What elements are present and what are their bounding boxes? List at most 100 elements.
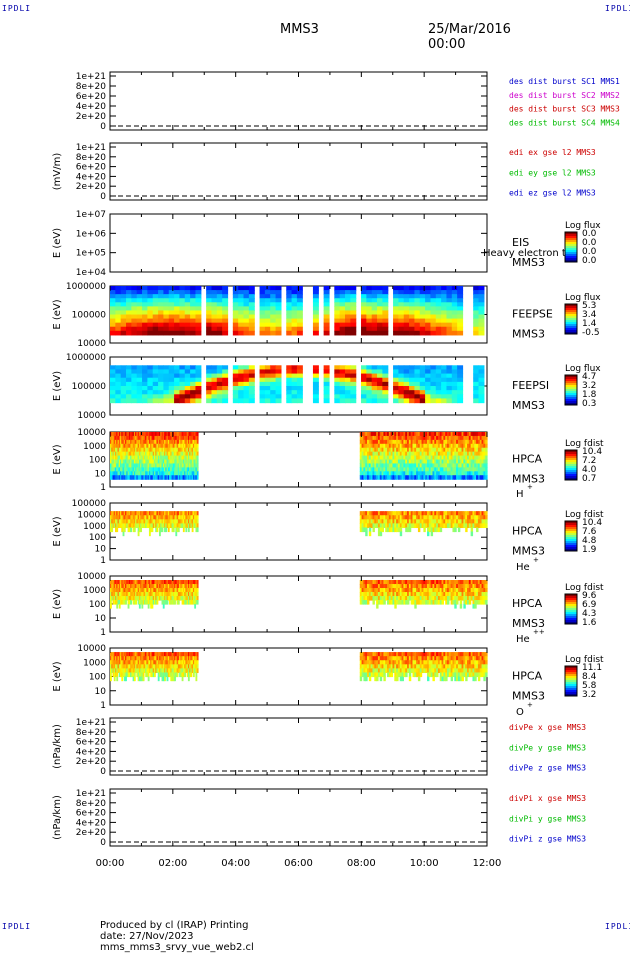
spectrogram-cell-p4 bbox=[473, 290, 479, 295]
spectrogram-cell-p5 bbox=[425, 365, 431, 370]
spectrogram-cell-p4 bbox=[286, 294, 292, 299]
spectrogram-cell-p4 bbox=[441, 298, 447, 303]
spectrogram-cell-p4 bbox=[158, 302, 164, 307]
spectrogram-cell-p5 bbox=[420, 390, 426, 395]
spectrogram-cell-p4 bbox=[297, 331, 303, 336]
spectrogram-cell-p5 bbox=[238, 386, 244, 391]
spectrogram-cell-p5 bbox=[441, 386, 447, 391]
spectrogram-cell-p4 bbox=[115, 310, 121, 315]
spectrogram-cell-p5 bbox=[297, 369, 303, 374]
spectrogram-cell-p4 bbox=[211, 327, 217, 332]
spectrogram-cell-p4 bbox=[147, 310, 153, 315]
spectrogram-cell-p4 bbox=[153, 298, 159, 303]
spectrogram-cell-p4 bbox=[249, 290, 255, 295]
spectrogram-cell-p5 bbox=[249, 390, 255, 395]
spectrogram-cell-p4 bbox=[473, 331, 479, 336]
spectrogram-cell-p5 bbox=[441, 382, 447, 387]
spectrogram-cell-p4 bbox=[249, 286, 255, 291]
spectrogram-cell-p4 bbox=[425, 286, 431, 291]
spectrogram-cell-p5 bbox=[340, 365, 346, 370]
spectrogram-cell-p4 bbox=[334, 319, 340, 324]
spectrogram-cell-p4 bbox=[276, 323, 282, 328]
spectrogram-cell-p4 bbox=[244, 306, 250, 311]
spectrogram-cell-p5 bbox=[404, 382, 410, 387]
spectrogram-cell-p4 bbox=[345, 306, 351, 311]
spectrogram-cell-p5 bbox=[217, 374, 223, 379]
spectrogram-cell-p5 bbox=[190, 378, 196, 383]
spectrogram-cell-p5 bbox=[211, 369, 217, 374]
spectrogram-cell-p5 bbox=[340, 374, 346, 379]
spectrogram-cell-p5 bbox=[479, 394, 485, 399]
spectrogram-cell-p5 bbox=[340, 390, 346, 395]
spectrogram-cell-p8 bbox=[130, 600, 132, 605]
spectrogram-cell-p5 bbox=[297, 386, 303, 391]
spectrogram-cell-p5 bbox=[420, 382, 426, 387]
spectrogram-cell-p4 bbox=[430, 298, 436, 303]
spectrogram-cell-p5 bbox=[398, 386, 404, 391]
species-label-p6: H bbox=[516, 489, 524, 500]
spectrogram-cell-p4 bbox=[473, 315, 479, 320]
spectrogram-cell-p4 bbox=[238, 306, 244, 311]
spectrogram-cell-p5 bbox=[185, 365, 191, 370]
spectrogram-cell-p5 bbox=[446, 365, 452, 370]
spectrogram-cell-p4 bbox=[297, 315, 303, 320]
spectrogram-cell-p6 bbox=[197, 436, 199, 441]
spectrogram-cell-p4 bbox=[382, 302, 388, 307]
spectrogram-cell-p4 bbox=[249, 298, 255, 303]
spectrogram-cell-p4 bbox=[190, 286, 196, 291]
spectrogram-cell-p5 bbox=[158, 374, 164, 379]
spectrogram-cell-p5 bbox=[334, 398, 340, 403]
spectrogram-cell-p7 bbox=[168, 527, 170, 532]
spectrogram-cell-p5 bbox=[350, 398, 356, 403]
spectrogram-cell-p5 bbox=[414, 390, 420, 395]
spectrogram-cell-p4 bbox=[158, 319, 164, 324]
panel-ylabel-p4: E (eV) bbox=[52, 299, 63, 329]
spectrogram-cell-p5 bbox=[137, 386, 143, 391]
panel-ylabel-p6: E (eV) bbox=[52, 444, 63, 474]
spectrogram-cell-p4 bbox=[446, 331, 452, 336]
spectrogram-cell-p4 bbox=[131, 331, 137, 336]
spectrogram-cell-p4 bbox=[345, 310, 351, 315]
panel-ytick-p2: 0 bbox=[100, 192, 106, 202]
spectrogram-cell-p5 bbox=[233, 374, 239, 379]
spectrogram-cell-p4 bbox=[206, 315, 212, 320]
spectrogram-cell-p5 bbox=[163, 390, 169, 395]
spectrogram-cell-p4 bbox=[110, 286, 116, 291]
spectrogram-cell-p7 bbox=[465, 527, 467, 532]
spectrogram-cell-p5 bbox=[153, 386, 159, 391]
spectrogram-cell-p4 bbox=[147, 290, 153, 295]
spectrogram-cell-p5 bbox=[131, 374, 137, 379]
spectrogram-cell-p5 bbox=[169, 390, 175, 395]
spectrogram-cell-p4 bbox=[121, 298, 127, 303]
spectrogram-cell-p4 bbox=[350, 310, 356, 315]
spectrogram-cell-p4 bbox=[340, 302, 346, 307]
spectrogram-cell-p5 bbox=[110, 374, 116, 379]
spectrogram-cell-p4 bbox=[286, 302, 292, 307]
spectrogram-cell-p4 bbox=[153, 302, 159, 307]
spectrogram-cell-p4 bbox=[238, 298, 244, 303]
spectrogram-cell-p4 bbox=[340, 290, 346, 295]
spectrogram-cell-p5 bbox=[179, 378, 185, 383]
spectrogram-cell-p4 bbox=[174, 302, 180, 307]
panel-ytick-p2: 1e+21 bbox=[76, 143, 106, 153]
spectrogram-cell-p5 bbox=[366, 390, 372, 395]
spectrogram-cell-p4 bbox=[297, 298, 303, 303]
spectrogram-cell-p5 bbox=[425, 390, 431, 395]
spectrogram-cell-p4 bbox=[340, 298, 346, 303]
spectrogram-cell-p5 bbox=[361, 398, 367, 403]
spectrogram-cell-p5 bbox=[222, 365, 228, 370]
spectrogram-cell-p4 bbox=[244, 323, 250, 328]
spectrogram-cell-p5 bbox=[265, 382, 271, 387]
spectrogram-cell-p4 bbox=[436, 302, 442, 307]
spectrogram-cell-p4 bbox=[446, 286, 452, 291]
spectrogram-cell-p4 bbox=[393, 290, 399, 295]
spectrogram-cell-p4 bbox=[430, 331, 436, 336]
spectrogram-cell-p4 bbox=[479, 302, 485, 307]
spectrogram-cell-p5 bbox=[153, 378, 159, 383]
spectrogram-cell-p4 bbox=[217, 294, 223, 299]
spectrogram-cell-p5 bbox=[270, 365, 276, 370]
spectrogram-cell-p5 bbox=[276, 369, 282, 374]
spectrogram-cell-p8 bbox=[456, 600, 458, 605]
spectrogram-cell-p4 bbox=[457, 286, 463, 291]
spectrogram-cell-p4 bbox=[377, 298, 383, 303]
